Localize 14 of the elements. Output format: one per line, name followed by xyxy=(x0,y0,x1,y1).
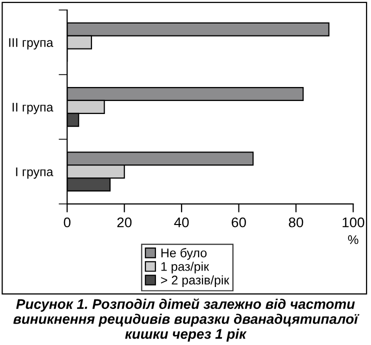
text: Рисунок 1. Розподіл дітей залежно від частоти виникнення рецидивів виразки дванадцятипалої кишки через 1 рік xyxy=(13,298,360,342)
y-tick-label: I група xyxy=(16,168,54,179)
x-tick-label: 0 xyxy=(64,217,70,228)
x-tick-label: 80 xyxy=(288,217,304,228)
x-tick-label: 100 xyxy=(342,217,364,228)
y-tick-label: III група xyxy=(9,38,54,50)
legend-label: Не було xyxy=(161,248,207,260)
x-axis-title: % xyxy=(348,235,358,244)
x-tick-label: 40 xyxy=(174,217,189,228)
x-tick-label: 20 xyxy=(117,217,132,228)
legend-label: 1 раз/рік xyxy=(161,262,210,274)
y-tick-label: II група xyxy=(12,102,54,114)
legend-label: > 2 разів/рік xyxy=(161,275,230,287)
x-tick-label: 60 xyxy=(232,217,246,228)
